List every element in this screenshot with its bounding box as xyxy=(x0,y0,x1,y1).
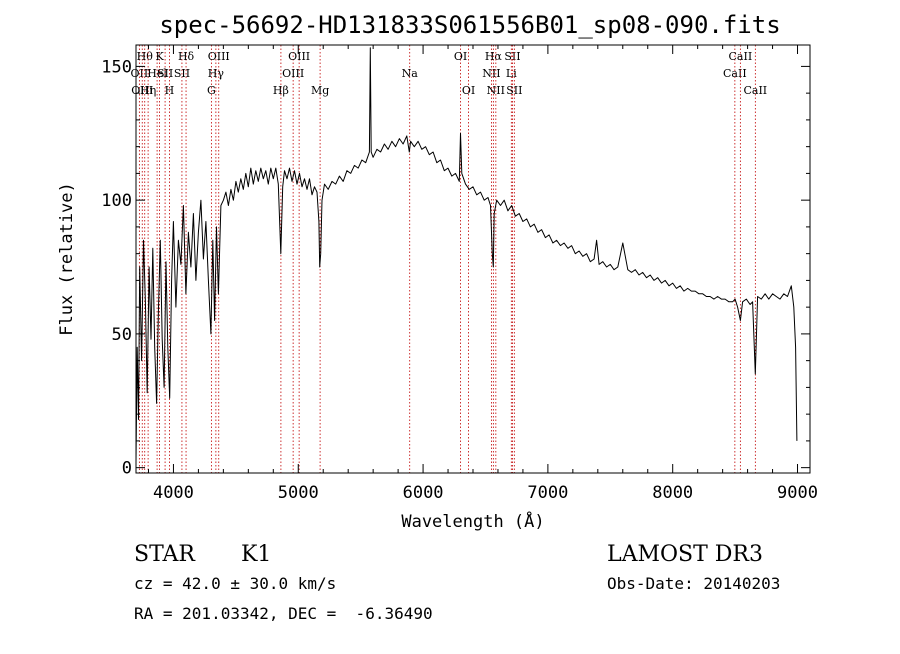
line-marker-label-7: H xyxy=(165,84,175,97)
line-marker-label-3: Hη xyxy=(140,84,156,97)
x-tick-label-4: 8000 xyxy=(652,483,693,503)
y-tick-label-3: 150 xyxy=(101,57,132,77)
x-tick-label-1: 5000 xyxy=(278,483,319,503)
line-marker-label-17: Na xyxy=(402,67,419,80)
line-marker-label-19: OI xyxy=(462,84,475,97)
chart-title: spec-56692-HD131833S061556B01_sp08-090.f… xyxy=(159,11,780,39)
y-axis-label: Flux (relative) xyxy=(57,182,77,336)
line-marker-label-16: Mg xyxy=(311,84,329,97)
line-marker-label-14: OIII xyxy=(282,67,304,80)
line-marker-label-23: Li xyxy=(506,67,517,80)
line-marker-label-27: CaII xyxy=(729,50,753,63)
plot-frame xyxy=(135,44,811,474)
y-tick-label-0: 0 xyxy=(122,459,132,479)
x-axis-label: Wavelength (Å) xyxy=(401,510,544,532)
line-marker-label-21: Hα xyxy=(485,50,503,63)
line-marker-label-9: Hδ xyxy=(178,50,195,63)
line-marker-label-8: SII xyxy=(174,67,190,80)
y-tick-label-1: 50 xyxy=(112,325,132,345)
line-marker-label-6: SII xyxy=(157,67,173,80)
line-marker-layer: OIIOIIIHθHηHelKSIIHSIIHδGHγOIIIHβOIIIOII… xyxy=(131,45,767,473)
line-marker-label-25: SII xyxy=(506,84,522,97)
line-marker-label-20: NII xyxy=(482,67,500,80)
line-marker-label-10: G xyxy=(207,84,216,97)
series-layer xyxy=(135,47,798,463)
line-marker-label-5: K xyxy=(155,50,164,63)
line-marker-label-28: CaII xyxy=(743,84,767,97)
x-tick-label-5: 9000 xyxy=(777,483,818,503)
line-marker-label-24: SII xyxy=(504,50,520,63)
y-tick-label-2: 100 xyxy=(101,191,132,211)
line-marker-label-2: Hθ xyxy=(137,50,154,63)
redshift-readout: cz = 42.0 ± 30.0 km/s xyxy=(134,574,336,593)
y-ticks: 0 50 100 150 xyxy=(101,57,810,479)
line-marker-label-18: OI xyxy=(454,50,467,63)
line-marker-label-15: OIII xyxy=(288,50,310,63)
line-marker-label-13: Hβ xyxy=(273,84,289,97)
x-tick-label-0: 4000 xyxy=(153,483,194,503)
survey-name: LAMOST DR3 xyxy=(607,542,763,567)
series-line-0 xyxy=(135,47,798,463)
x-tick-label-3: 7000 xyxy=(527,483,568,503)
coordinates: RA = 201.03342, DEC = -6.36490 xyxy=(134,604,433,623)
line-marker-label-26: CaII xyxy=(723,67,747,80)
line-marker-label-12: OIII xyxy=(208,50,230,63)
line-marker-label-0: OII xyxy=(131,67,149,80)
line-marker-label-4: Hel xyxy=(147,67,167,80)
line-marker-label-11: Hγ xyxy=(208,67,225,80)
x-tick-label-2: 6000 xyxy=(403,483,444,503)
line-marker-label-22: NII xyxy=(487,84,505,97)
x-ticks: 4000 5000 6000 7000 8000 9000 xyxy=(147,45,818,503)
object-class: STAR xyxy=(134,542,196,567)
object-subclass: K1 xyxy=(241,542,271,567)
obs-date: Obs-Date: 20140203 xyxy=(607,574,780,593)
